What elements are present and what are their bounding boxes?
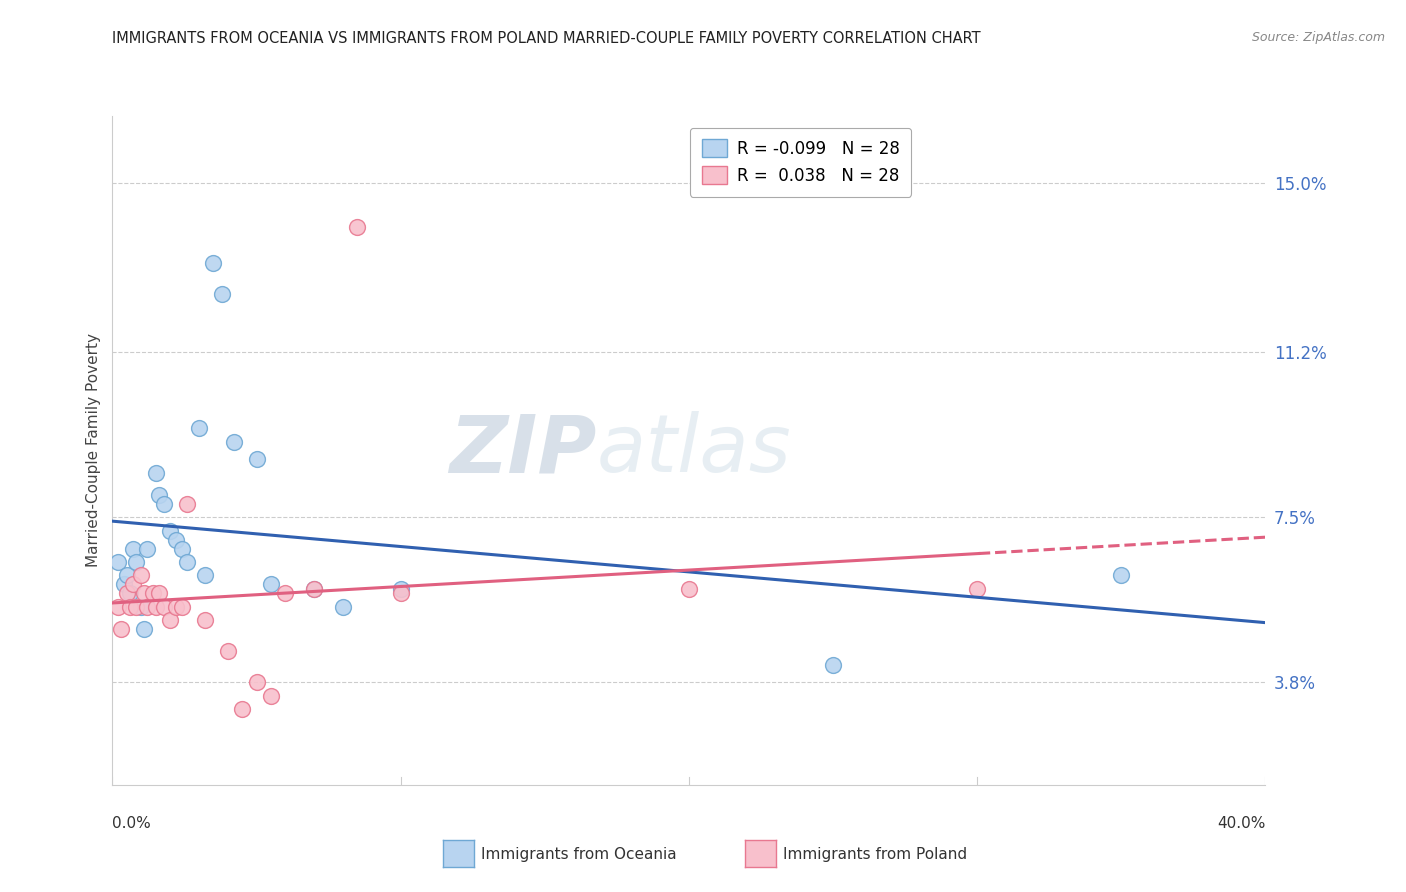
Point (165, 533, 187, 547)
Point (194, 613, 217, 627)
Point (245, 675, 267, 690)
Point (217, 644, 239, 658)
Point (136, 541, 159, 556)
Point (118, 599, 141, 614)
Y-axis label: Married-Couple Family Poverty: Married-Couple Family Poverty (86, 334, 101, 567)
Point (107, 599, 129, 614)
Point (134, 586, 156, 600)
Point (142, 586, 165, 600)
Point (145, 466, 167, 480)
Point (107, 555, 129, 569)
Text: IMMIGRANTS FROM OCEANIA VS IMMIGRANTS FROM POLAND MARRIED-COUPLE FAMILY POVERTY : IMMIGRANTS FROM OCEANIA VS IMMIGRANTS FR… (112, 31, 981, 46)
Point (176, 555, 198, 569)
Point (304, 582, 326, 596)
Point (170, 599, 193, 614)
Point (170, 541, 193, 556)
Point (222, 434, 245, 449)
Point (118, 586, 141, 600)
Point (124, 555, 146, 569)
Point (202, 256, 225, 270)
Point (110, 622, 132, 636)
Point (260, 689, 283, 703)
Point (153, 599, 176, 614)
Point (678, 582, 700, 596)
Point (389, 582, 412, 596)
Point (121, 541, 143, 556)
Point (153, 497, 176, 511)
Point (136, 599, 159, 614)
Point (304, 582, 326, 596)
Point (134, 622, 156, 636)
Point (176, 497, 198, 511)
Text: Source: ZipAtlas.com: Source: ZipAtlas.com (1251, 31, 1385, 45)
Point (966, 582, 988, 596)
Point (124, 599, 146, 614)
Text: ZIP: ZIP (450, 411, 596, 490)
Point (245, 452, 267, 467)
Point (148, 488, 170, 502)
Point (260, 577, 283, 591)
Point (165, 599, 187, 614)
Point (231, 702, 253, 716)
Text: Immigrants from Poland: Immigrants from Poland (783, 847, 967, 862)
Point (159, 524, 181, 538)
Point (346, 220, 368, 235)
Point (115, 568, 138, 582)
Point (145, 599, 167, 614)
Point (389, 586, 412, 600)
Point (148, 586, 170, 600)
Point (129, 568, 153, 582)
Point (121, 577, 143, 591)
Point (332, 599, 354, 614)
Point (159, 613, 181, 627)
Point (112, 577, 135, 591)
Point (1111, 568, 1133, 582)
Text: 40.0%: 40.0% (1218, 816, 1265, 831)
Point (821, 657, 844, 672)
Legend: R = -0.099   N = 28, R =  0.038   N = 28: R = -0.099 N = 28, R = 0.038 N = 28 (690, 128, 911, 196)
Point (274, 586, 297, 600)
Point (211, 287, 233, 301)
Point (129, 599, 153, 614)
Point (194, 568, 217, 582)
Text: atlas: atlas (596, 411, 792, 490)
Text: 0.0%: 0.0% (112, 816, 152, 831)
Point (115, 586, 138, 600)
Text: Immigrants from Oceania: Immigrants from Oceania (481, 847, 676, 862)
Point (188, 421, 211, 435)
